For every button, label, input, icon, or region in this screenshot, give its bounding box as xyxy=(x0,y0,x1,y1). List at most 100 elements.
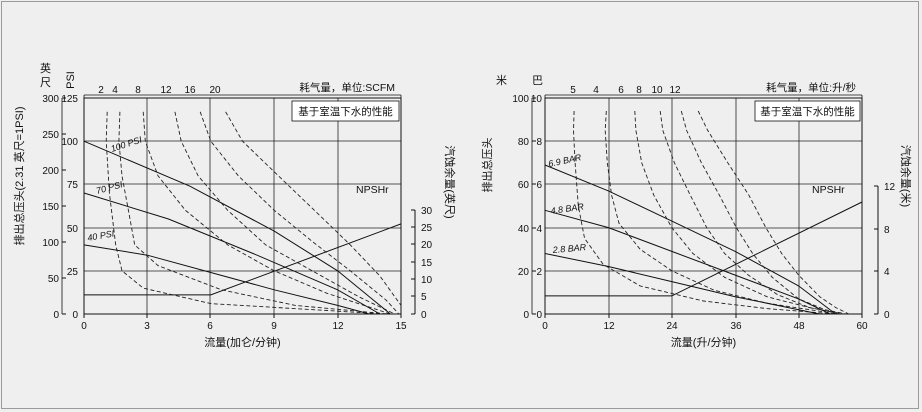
chart2-npsh-label: NPSHr xyxy=(812,184,845,196)
chart1-top-axis-title: 耗气量，单位:SCFM xyxy=(299,81,395,94)
chart2-top-axis-tick: 6 xyxy=(618,85,624,96)
chart2-left-axis-a-tick: 80 xyxy=(518,137,530,148)
chart2-left-axis-a-tick: 20 xyxy=(518,267,530,278)
chart1-right-axis-tick: 30 xyxy=(421,206,433,217)
chart1-right-axis-tick: 20 xyxy=(421,240,433,251)
chart2-x-tick-label: 0 xyxy=(542,321,548,332)
chart1-x-tick-label: 6 xyxy=(207,321,213,332)
chart1-top-axis-tick: 16 xyxy=(184,85,196,96)
chart1-right-axis-tick: 5 xyxy=(421,292,427,303)
chart2-left-axis-b-tick: 0 xyxy=(536,310,542,321)
chart2-right-axis-tick: 12 xyxy=(884,182,896,193)
chart2-pressure-curve xyxy=(544,209,831,315)
chart2-x-tick-label: 36 xyxy=(730,321,742,332)
chart2-right-axis-tick: 8 xyxy=(884,225,890,236)
chart1-x-axis-title: 流量(加仑/分钟) xyxy=(204,335,280,349)
chart2-right-axis-tick: 0 xyxy=(884,310,890,321)
chart1-note-box xyxy=(291,100,400,122)
chart1-y-axis-title: 排出总压头(2.31 英尺=1PSI) xyxy=(12,106,26,245)
chart2-right-axis-title: 汽蚀余量(米) xyxy=(899,145,913,207)
chart1-left-axis-a-tick: 100 xyxy=(42,238,59,249)
chart2-top-axis-tick: 4 xyxy=(593,85,599,96)
chart1-left-axis-a-tick: 250 xyxy=(42,130,59,141)
chart1-x-tick-label: 9 xyxy=(271,321,277,332)
chart2-y-axis-title: 排出总压头 xyxy=(480,138,494,193)
chart2-x-tick-label: 48 xyxy=(793,321,805,332)
chart1-npsh-curve xyxy=(84,223,402,296)
chart2-note-text: 基于室温下水的性能 xyxy=(760,105,855,118)
chart2-left-axis-a-tick: 60 xyxy=(518,180,530,191)
chart2-plot-border xyxy=(544,97,863,315)
chart1-pressure-curve xyxy=(83,140,391,315)
chart1-top-axis-tick: 2 xyxy=(98,85,104,96)
chart2-left-axis-b-tick: 2 xyxy=(536,267,542,278)
chart1-top-axis-tick: 12 xyxy=(160,85,172,96)
chart1-right-axis-title: 汽蚀余量(英尺) xyxy=(443,145,457,218)
chart1-left-axis-b-title: PSI xyxy=(65,71,77,89)
chart2-right-axis-tick: 4 xyxy=(884,267,890,278)
chart1-pressure-curve xyxy=(83,244,370,315)
chart1-air-curve-12 xyxy=(174,111,395,315)
chart2-top-axis-title: 耗气量，单位:升/秒 xyxy=(766,81,856,94)
chart2-left-axis-b-tick: 6 xyxy=(536,180,542,191)
chart1-left-axis-b-tick: 50 xyxy=(67,224,79,235)
chart1-x-tick-label: 12 xyxy=(332,321,344,332)
chart2-top-axis-tick: 8 xyxy=(636,85,642,96)
chart1-right-axis-tick: 0 xyxy=(421,310,427,321)
chart1-x-tick-label: 15 xyxy=(395,321,407,332)
chart2-left-axis-a-tick: 100 xyxy=(512,94,529,105)
chart2-air-curve-6 xyxy=(634,110,841,315)
chart1-note-text: 基于室温下水的性能 xyxy=(298,105,393,118)
chart2-pressure-curve-label: 4.8 BAR xyxy=(550,201,585,216)
chart2-x-tick-label: 12 xyxy=(603,321,615,332)
chart2-top-axis-tick: 12 xyxy=(669,85,681,96)
chart2-x-tick-label: 60 xyxy=(856,321,868,332)
chart2-pressure-curve xyxy=(544,164,836,315)
chart2-x-tick-label: 24 xyxy=(666,321,678,332)
chart1-right-axis-tick: 25 xyxy=(421,223,433,234)
chart2-left-axis-b-tick: 8 xyxy=(536,137,542,148)
chart2-top-axis-tick: 5 xyxy=(570,85,576,96)
chart1-left-axis-b-tick: 100 xyxy=(61,137,78,148)
chart1-air-curve-2 xyxy=(105,111,385,315)
chart2-left-axis-b-title: 巴 xyxy=(532,75,543,87)
chart1-pressure-curve xyxy=(83,192,381,315)
chart1-x-tick-label: 3 xyxy=(144,321,150,332)
chart1-air-curve-20 xyxy=(225,111,402,306)
chart1-left-axis-b-tick: 25 xyxy=(67,267,79,278)
chart1-top-axis-tick: 4 xyxy=(112,85,118,96)
chart2-pressure-curve-label: 2.8 BAR xyxy=(551,242,587,255)
chart1-air-curve-16 xyxy=(199,111,400,315)
chart1-left-axis-b-tick: 0 xyxy=(72,310,78,321)
chart2-air-curve-8 xyxy=(659,110,844,315)
chart2-air-curve-4 xyxy=(604,110,839,315)
chart2-x-axis-title: 流量(升/分钟) xyxy=(671,335,736,349)
chart1-left-axis-a-tick: 200 xyxy=(42,166,59,177)
chart2-note-box xyxy=(754,100,861,122)
chart1-left-axis-a-tick: 150 xyxy=(42,202,59,213)
chart1-top-axis-tick: 8 xyxy=(135,85,141,96)
chart2-left-axis-b-tick: 10 xyxy=(531,94,543,105)
chart2-air-curve-12 xyxy=(697,110,849,315)
chart2-left-axis-a-tick: 40 xyxy=(518,224,530,235)
chart2-left-axis-a-tick: 0 xyxy=(523,310,529,321)
chart1-npsh-label: NPSHr xyxy=(356,184,389,196)
chart2-pressure-curve xyxy=(544,253,820,315)
chart1-left-axis-a-tick: 0 xyxy=(53,310,59,321)
chart1-right-axis-tick: 10 xyxy=(421,275,433,286)
chart1-x-tick-label: 0 xyxy=(81,321,87,332)
chart2-air-curve-5 xyxy=(573,110,836,315)
chart1-plot-border xyxy=(83,97,402,315)
chart1-air-curve-8 xyxy=(142,111,391,315)
chart2-left-axis-b-tick: 4 xyxy=(536,224,542,235)
chart1-pressure-curve-label: 40 PSI xyxy=(87,228,116,243)
chart1-left-axis-a-title-char: 尺 xyxy=(40,77,51,89)
chart1-pressure-curve-label: 100 PSI xyxy=(110,134,144,154)
chart2-pressure-curve-label: 6.9 BAR xyxy=(547,152,582,169)
chart1-left-axis-b-tick: 125 xyxy=(61,94,78,105)
chart1-left-axis-a-title-char: 英 xyxy=(40,61,51,75)
chart1-air-curve-4 xyxy=(118,111,389,315)
chart1-right-axis-tick: 15 xyxy=(421,258,433,269)
